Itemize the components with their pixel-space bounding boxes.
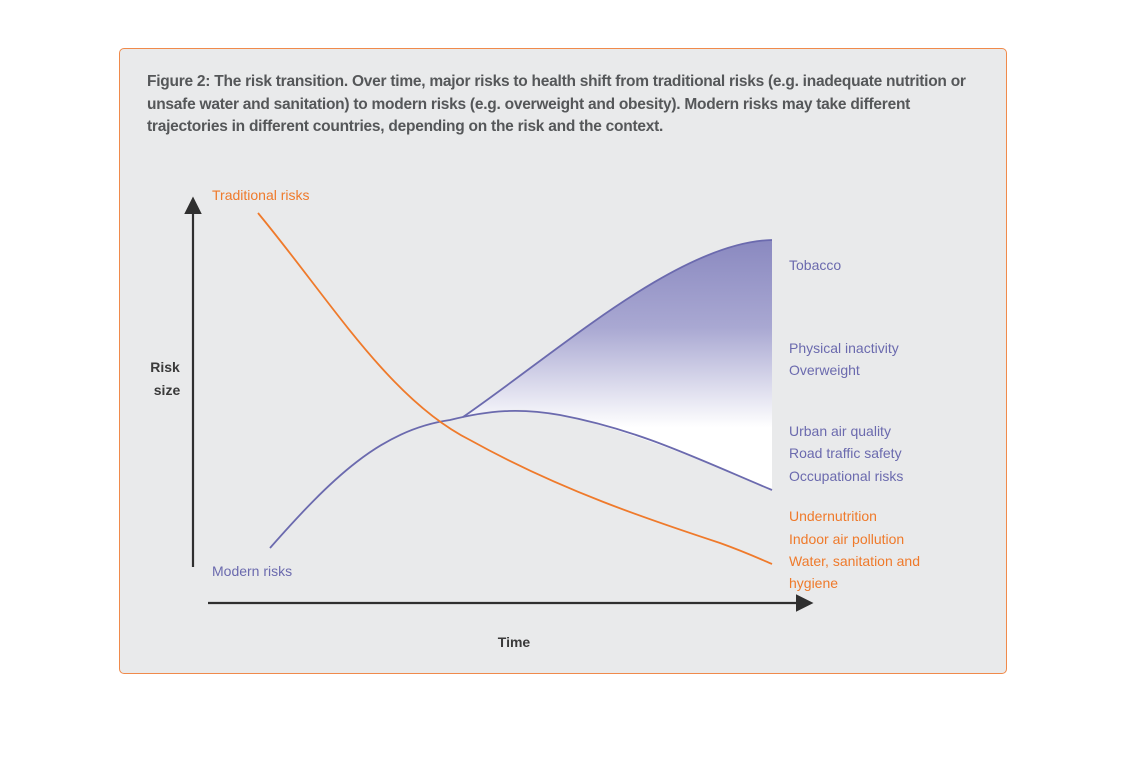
modern-risks-curve-upper (462, 239, 773, 418)
outcome-water-sanitation: Water, sanitation and (789, 553, 920, 569)
outcome-physical-inactivity: Physical inactivity (789, 340, 899, 356)
outcome-hygiene: hygiene (789, 575, 838, 591)
outcome-tobacco: Tobacco (789, 257, 841, 273)
modern-risks-label: Modern risks (212, 563, 292, 579)
modern-risks-curve-lower (269, 409, 773, 549)
traditional-risks-curve (257, 212, 773, 565)
y-axis-label-line2: size (154, 382, 181, 398)
modern-risk-fan-area (463, 240, 772, 490)
figure-caption: Figure 2: The risk transition. Over time… (147, 73, 966, 135)
outcome-undernutrition: Undernutrition (789, 508, 877, 524)
outcome-road-traffic-safety: Road traffic safety (789, 445, 902, 461)
outcome-overweight: Overweight (789, 362, 860, 378)
y-axis-label-line1: Risk (150, 359, 180, 375)
outcome-occupational-risks: Occupational risks (789, 468, 903, 484)
outcome-urban-air-quality: Urban air quality (789, 423, 891, 439)
x-axis-label: Time (498, 634, 531, 650)
traditional-risks-label: Traditional risks (212, 187, 310, 203)
outcome-indoor-air-pollution: Indoor air pollution (789, 531, 904, 547)
